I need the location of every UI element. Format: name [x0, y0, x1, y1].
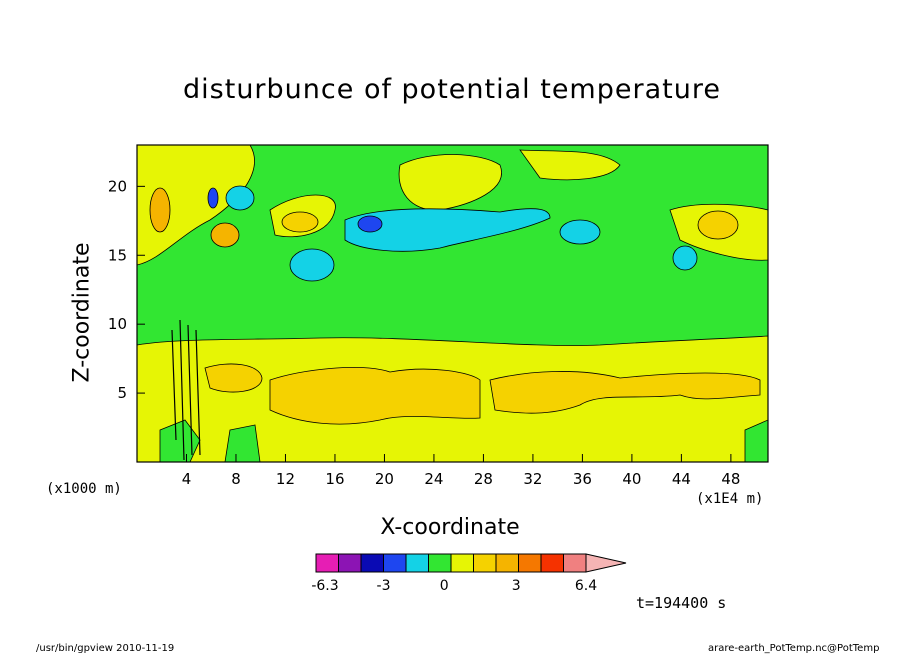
colorbar-swatch — [428, 553, 452, 573]
colorbar-swatch — [405, 553, 429, 573]
plume-stripes — [171, 319, 201, 461]
colorbar-swatch — [563, 553, 587, 573]
footer-right: arare-earth_PotTemp.nc@PotTemp — [708, 643, 880, 654]
y-tick-label: 20 — [108, 177, 127, 195]
x-tick-label: 48 — [721, 470, 740, 488]
footer-left: /usr/bin/gpview 2010-11-19 — [36, 643, 175, 654]
x-unit-left: (x1000 m) — [46, 481, 122, 497]
cyan-band — [344, 208, 551, 252]
upper-yellow-right — [398, 154, 502, 211]
x-tick-label: 12 — [276, 470, 295, 488]
cyan-blob-3 — [672, 245, 698, 271]
upper-orange-2 — [697, 210, 739, 240]
cyan-blob-2 — [559, 219, 601, 245]
x-tick-label: 36 — [573, 470, 592, 488]
plot-area — [137, 145, 768, 462]
lower-orange-blob-2 — [489, 371, 761, 414]
lower-orange-blob — [269, 367, 481, 425]
x-tick-label: 44 — [672, 470, 691, 488]
upper-orange-4 — [210, 222, 240, 248]
upper-orange-3 — [149, 187, 171, 233]
colorbar-swatch — [540, 553, 564, 573]
x-tick-label: 40 — [622, 470, 641, 488]
colorbar-swatch — [360, 553, 384, 573]
x-tick-label: 24 — [424, 470, 443, 488]
x-tick-label: 4 — [182, 470, 192, 488]
colorbar-level-label: -3 — [376, 578, 391, 594]
y-tick-label: 10 — [108, 315, 127, 333]
colorbar-level-label: 3 — [511, 578, 521, 594]
colorbar-swatch — [315, 553, 339, 573]
lower-orange-blob-3 — [204, 363, 263, 393]
colorbar-swatch — [338, 553, 362, 573]
colorbar-level-label: -6.3 — [311, 578, 339, 594]
x-tick-label: 16 — [325, 470, 344, 488]
colorbar — [315, 553, 627, 573]
x-unit-right: (x1E4 m) — [696, 491, 764, 507]
time-label: t=194400 s — [636, 594, 727, 612]
colorbar-level-label: 6.4 — [574, 578, 598, 594]
blue-blob-2 — [207, 187, 219, 209]
blue-blob — [357, 215, 383, 233]
cyan-blob-1 — [289, 248, 335, 282]
plot-frame — [136, 144, 769, 463]
colorbar-swatch — [495, 553, 519, 573]
y-axis-label: Z-coordinate — [69, 242, 95, 383]
y-tick-label: 5 — [117, 384, 127, 402]
colorbar-arrow — [585, 553, 627, 573]
upper-yellow-left — [137, 145, 255, 266]
chart-title: disturbunce of potential temperature — [183, 74, 721, 105]
colorbar-swatch — [473, 553, 497, 573]
x-tick-label: 28 — [474, 470, 493, 488]
y-tick-label: 15 — [108, 246, 127, 264]
x-tick-label: 32 — [523, 470, 542, 488]
x-axis-label: X-coordinate — [380, 515, 520, 540]
x-tick-label: 8 — [231, 470, 241, 488]
x-tick-label: 20 — [375, 470, 394, 488]
colorbar-swatch — [450, 553, 474, 573]
upper-orange-1 — [281, 211, 319, 233]
upper-yellow-top-right — [519, 149, 621, 181]
bottom-green-patches — [159, 419, 768, 462]
colorbar-swatch — [383, 553, 407, 573]
cyan-blob-4 — [225, 185, 255, 211]
colorbar-level-label: 0 — [439, 578, 449, 594]
colorbar-swatch — [518, 553, 542, 573]
